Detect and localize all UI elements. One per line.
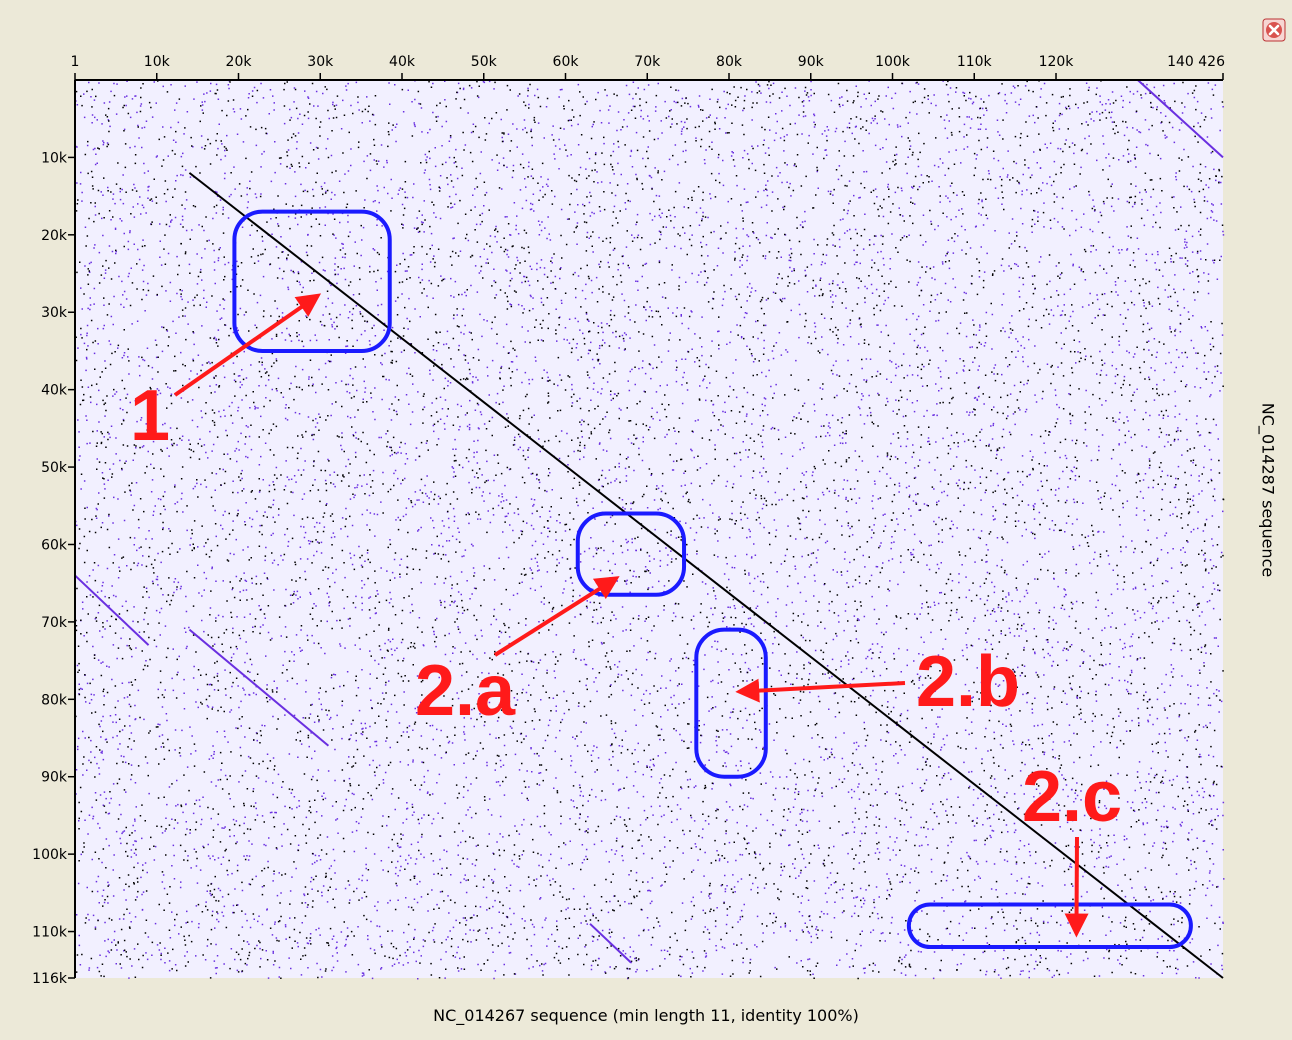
annotation-label: 2.a — [415, 651, 516, 731]
annotation-label: 2.c — [1022, 757, 1122, 837]
axes: 1 10k 20k 30k 40k 50k 60k 70k 80k 90k 100k 110k 120k… — [32, 54, 1225, 987]
x-tick-label: 40k — [389, 54, 416, 70]
annotation-label: 1 — [130, 376, 170, 456]
x-tick-label: 100k — [875, 54, 911, 70]
x-tick-label: 50k — [471, 54, 498, 70]
y-tick-label: 90k — [41, 770, 68, 786]
x-tick-label: 1 — [71, 54, 80, 70]
y-tick-label: 60k — [41, 537, 68, 553]
x-tick-label: 80k — [716, 54, 743, 70]
annotation-box — [575, 511, 687, 597]
reverse-segment — [589, 923, 632, 964]
x-tick-label: 60k — [553, 54, 580, 70]
annotation-arrow — [1064, 836, 1089, 938]
main-diagonal — [188, 172, 1224, 979]
reverse-segment — [1137, 79, 1224, 159]
y-tick-label: 116k — [32, 971, 68, 987]
x-tick-label: 30k — [307, 54, 334, 70]
annotation-box — [906, 902, 1193, 950]
annotation-label: 2.b — [916, 642, 1020, 722]
x-tick-label: 140 426 — [1167, 54, 1225, 70]
match-segments — [74, 79, 1224, 979]
x-tick-label: 90k — [798, 54, 825, 70]
y-tick-label: 70k — [41, 615, 68, 631]
x-tick-label: 10k — [144, 54, 171, 70]
annotations: 1 2.a 2.b2.c — [130, 209, 1193, 950]
x-tick-label: 110k — [957, 54, 993, 70]
x-tick-label: 20k — [226, 54, 253, 70]
reverse-segment — [74, 574, 150, 646]
y-tick-label: 100k — [32, 847, 68, 863]
reverse-segment — [188, 628, 330, 747]
annotation-arrow — [735, 678, 906, 703]
y-tick-label: 80k — [41, 692, 68, 708]
y-tick-label: 50k — [41, 460, 68, 476]
annotation-box — [694, 627, 768, 779]
annotation-arrow — [493, 576, 620, 657]
x-axis-label: NC_014267 sequence (min length 11, ident… — [433, 1006, 859, 1025]
y-tick-label: 40k — [41, 383, 68, 399]
y-tick-label: 30k — [41, 305, 68, 321]
close-x-icon[interactable] — [1262, 18, 1286, 42]
x-tick-label: 120k — [1039, 54, 1075, 70]
y-tick-label: 10k — [41, 150, 68, 166]
y-tick-label: 110k — [32, 925, 68, 941]
y-axis-label: NC_014287 sequence — [1258, 402, 1278, 578]
x-tick-label: 70k — [634, 54, 661, 70]
y-tick-label: 20k — [41, 228, 68, 244]
annotation-arrow — [173, 293, 322, 397]
annotation-box — [232, 209, 392, 353]
